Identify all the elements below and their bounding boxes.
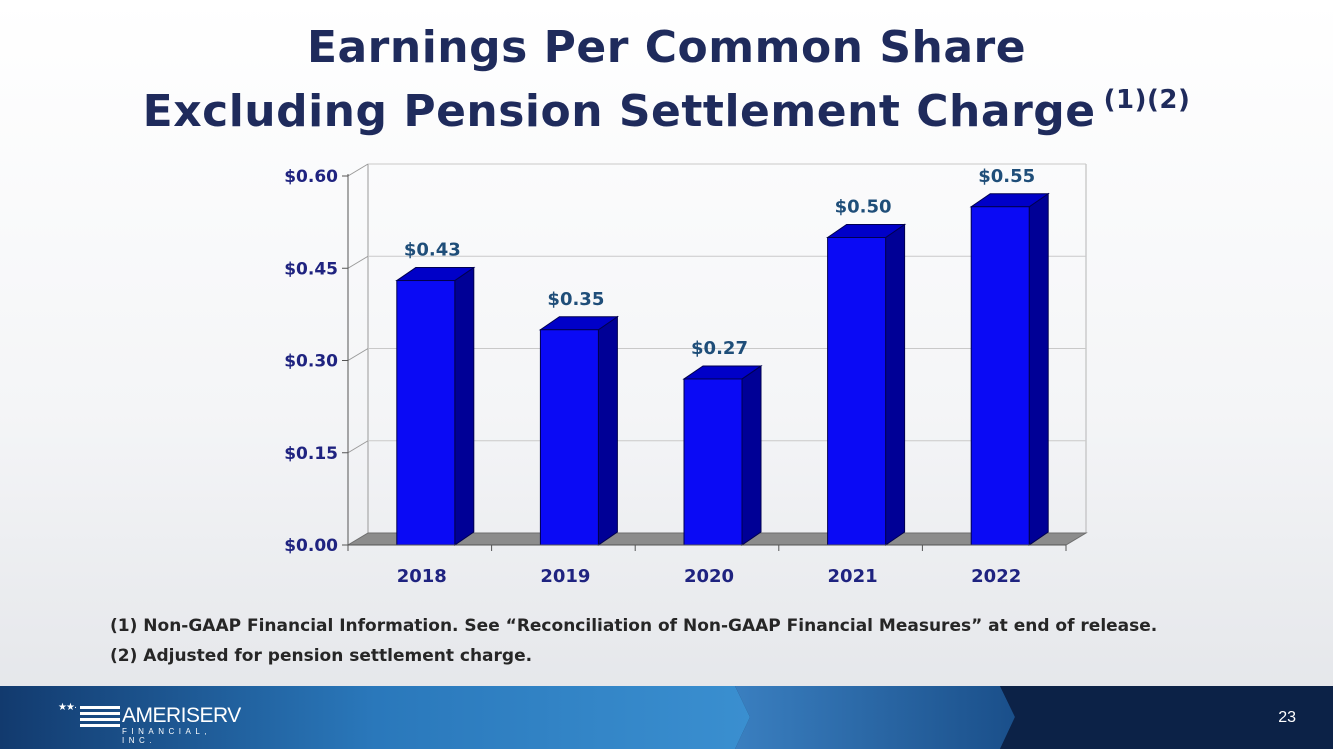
gridline-side bbox=[347, 163, 369, 177]
data-label: $0.43 bbox=[404, 240, 461, 261]
logo-name: AMERISERV bbox=[122, 704, 241, 727]
gridline-side bbox=[347, 348, 369, 361]
flag-stripes-icon bbox=[80, 706, 120, 730]
footer-banner: ★★· AMERISERV FINANCIAL, INC. 23 bbox=[0, 686, 1333, 749]
y-tick-label: $0.00 bbox=[284, 536, 338, 556]
chart-axes bbox=[342, 174, 1067, 551]
bar-front bbox=[683, 378, 743, 546]
bar-side bbox=[741, 365, 762, 546]
data-label: $0.27 bbox=[691, 338, 748, 359]
bar-2018 bbox=[395, 266, 476, 546]
bar-side bbox=[597, 315, 618, 546]
slide-title: Earnings Per Common Share Excluding Pens… bbox=[0, 22, 1333, 138]
bar-front bbox=[539, 329, 599, 546]
y-tick-label: $0.45 bbox=[284, 259, 338, 279]
bar-side bbox=[885, 223, 906, 546]
title-line-2: Excluding Pension Settlement Charge (1)(2… bbox=[0, 74, 1333, 138]
ameriserv-logo: ★★· AMERISERV FINANCIAL, INC. bbox=[58, 702, 248, 745]
bar-side bbox=[454, 266, 475, 546]
x-tick-label: 2021 bbox=[828, 566, 878, 587]
data-label: $0.35 bbox=[547, 289, 604, 310]
y-tick-label: $0.60 bbox=[284, 167, 338, 187]
gridline-side bbox=[347, 255, 369, 269]
data-label: $0.50 bbox=[835, 197, 892, 218]
footnote-1: (1) Non-GAAP Financial Information. See … bbox=[110, 616, 1158, 636]
y-tick-label: $0.15 bbox=[284, 444, 338, 464]
title-line-1: Earnings Per Common Share bbox=[306, 22, 1027, 73]
footnotes: (1) Non-GAAP Financial Information. See … bbox=[110, 611, 1157, 671]
data-label: $0.55 bbox=[978, 166, 1035, 187]
title-line-2-text: Excluding Pension Settlement Charge bbox=[142, 86, 1096, 137]
footer-background bbox=[0, 686, 1333, 749]
star-icon: ★★· bbox=[58, 702, 77, 713]
bar-2021 bbox=[825, 223, 907, 546]
bar-front bbox=[396, 280, 456, 546]
eps-bar-chart: $0.00 $0.15 $0.30 $0.45 $0.60 $0.43 2018 $0.35 2… bbox=[284, 163, 1088, 587]
bar-2019 bbox=[538, 315, 620, 546]
bar-front bbox=[970, 206, 1030, 546]
x-tick-label: 2020 bbox=[684, 566, 734, 587]
page-number: 23 bbox=[1278, 709, 1296, 726]
x-tick-label: 2019 bbox=[540, 566, 590, 587]
chart-labels: $0.00 $0.15 $0.30 $0.45 $0.60 $0.43 2018 $0.35 2… bbox=[284, 166, 1035, 587]
title-superscript: (1)(2) bbox=[1103, 85, 1191, 115]
bar-2022 bbox=[969, 192, 1050, 546]
gridline-side bbox=[347, 440, 369, 454]
bar-2020 bbox=[682, 365, 763, 546]
x-tick-label: 2018 bbox=[397, 566, 447, 587]
logo-subtitle: FINANCIAL, INC. bbox=[122, 727, 212, 745]
bar-front bbox=[827, 237, 887, 546]
chart-bars bbox=[395, 192, 1050, 546]
x-tick-label: 2022 bbox=[971, 566, 1021, 587]
bar-side bbox=[1028, 192, 1049, 546]
y-tick-label: $0.30 bbox=[284, 352, 338, 372]
footnote-2: (2) Adjusted for pension settlement char… bbox=[110, 646, 533, 666]
